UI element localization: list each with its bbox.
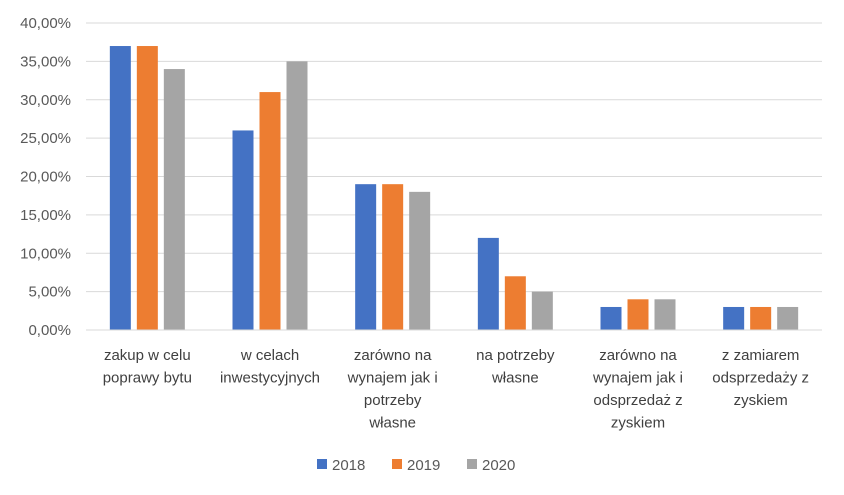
bar-2019-2 bbox=[382, 184, 404, 330]
bar-2020-3 bbox=[531, 291, 553, 330]
legend-swatch bbox=[467, 459, 477, 469]
bar-2019-5 bbox=[750, 306, 772, 330]
category-label: w celach inwestycyjnych bbox=[220, 347, 320, 387]
bar-2019-4 bbox=[627, 299, 649, 330]
y-tick-label: 25,00% bbox=[20, 130, 71, 147]
y-tick-label: 30,00% bbox=[20, 92, 71, 109]
bar-2018-1 bbox=[232, 130, 254, 330]
legend-swatch bbox=[317, 459, 327, 469]
y-tick-label: 15,00% bbox=[20, 207, 71, 224]
bar-2020-1 bbox=[286, 61, 308, 330]
legend-label: 2018 bbox=[332, 457, 365, 474]
y-tick-label: 20,00% bbox=[20, 169, 71, 186]
bar-2018-5 bbox=[723, 306, 745, 330]
y-tick-label: 0,00% bbox=[28, 322, 71, 339]
legend-item: 2020 bbox=[467, 457, 515, 474]
category-labels: zakup w celu poprawy bytu w celach inwestyc… bbox=[103, 347, 809, 432]
legend-item: 2019 bbox=[392, 457, 440, 474]
bar-2018-0 bbox=[109, 46, 131, 331]
bar-2018-3 bbox=[477, 237, 499, 330]
bar-2018-4 bbox=[600, 306, 622, 330]
category-label: zarówno na wynajem jak i odsprzedaż z zyski… bbox=[592, 347, 683, 432]
bar-2019-3 bbox=[504, 276, 526, 330]
y-tick-label: 40,00% bbox=[20, 15, 71, 32]
bar-2020-5 bbox=[777, 306, 799, 330]
category-label: na potrzeby własne bbox=[476, 347, 555, 387]
y-tick-label: 5,00% bbox=[28, 284, 71, 301]
legend-swatch bbox=[392, 459, 402, 469]
bars bbox=[109, 46, 799, 331]
legend-item: 2018 bbox=[317, 457, 365, 474]
legend-label: 2019 bbox=[407, 457, 440, 474]
bar-2018-2 bbox=[355, 184, 377, 330]
bar-2020-4 bbox=[654, 299, 676, 330]
bar-2020-0 bbox=[163, 69, 185, 331]
y-tick-label: 35,00% bbox=[20, 53, 71, 70]
gridlines bbox=[86, 22, 822, 293]
y-axis-ticks: 0,00% 5,00% 10,00% 15,00% 20,00% 25,00% 30,00%… bbox=[20, 15, 71, 339]
bar-2019-0 bbox=[136, 46, 158, 331]
y-tick-label: 10,00% bbox=[20, 245, 71, 262]
bar-2019-1 bbox=[259, 92, 281, 330]
bar-2020-2 bbox=[409, 191, 431, 330]
legend: 2018 2019 2020 bbox=[317, 457, 515, 474]
category-label: zakup w celu poprawy bytu bbox=[103, 347, 192, 387]
category-label: zarówno na wynajem jak i potrzeby własne bbox=[347, 347, 438, 432]
legend-label: 2020 bbox=[482, 457, 515, 474]
category-label: z zamiarem odsprzedaży z zyskiem bbox=[712, 347, 809, 409]
